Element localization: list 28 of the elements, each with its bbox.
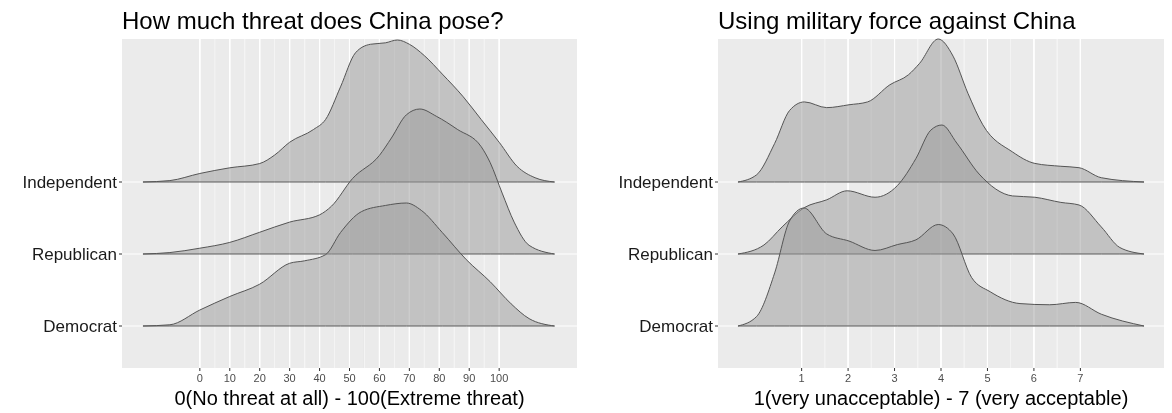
x-tick-label: 1 (798, 372, 805, 384)
x-tick-label: 3 (891, 372, 898, 384)
x-tick-label: 20 (253, 372, 266, 384)
x-axis-title: 1(very unacceptable) - 7 (very acceptable) (753, 387, 1129, 409)
x-tick-label: 70 (403, 372, 416, 384)
series-label: Republican (31, 244, 117, 264)
x-tick-label: 4 (937, 372, 945, 384)
x-axis-title: 0(No threat at all) - 100(Extreme threat) (174, 387, 525, 409)
series-label: Democrat (43, 316, 118, 336)
x-tick-label: 60 (373, 372, 386, 384)
x-tick-label: 40 (313, 372, 326, 384)
x-tick-label: 80 (433, 372, 446, 384)
x-tick-label: 7 (1077, 372, 1084, 384)
x-tick-label: 10 (223, 372, 236, 384)
x-tick-label: 100 (489, 372, 509, 384)
x-tick-label: 50 (343, 372, 356, 384)
series-label: Republican (627, 244, 713, 264)
x-tick-label: 5 (984, 372, 991, 384)
chart-title: How much threat does China pose? (122, 7, 504, 34)
series-label: Independent (22, 172, 118, 192)
x-tick-label: 0 (196, 372, 203, 384)
series-label: Democrat (639, 316, 714, 336)
x-tick-label: 6 (1030, 372, 1037, 384)
x-tick-label: 90 (463, 372, 476, 384)
x-tick-label: 30 (283, 372, 296, 384)
series-label: Independent (618, 172, 714, 192)
x-tick-label: 2 (845, 372, 852, 384)
chart-title: Using military force against China (718, 7, 1077, 34)
